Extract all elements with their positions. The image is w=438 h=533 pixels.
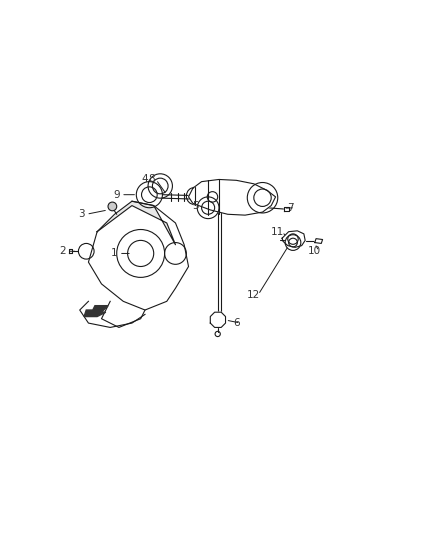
Text: 3: 3 (78, 209, 85, 219)
Polygon shape (210, 312, 226, 327)
Polygon shape (69, 249, 72, 254)
Text: 4: 4 (142, 174, 148, 184)
Polygon shape (84, 305, 108, 317)
Polygon shape (88, 201, 188, 310)
Text: 5: 5 (192, 200, 198, 211)
Polygon shape (315, 239, 322, 244)
Text: 10: 10 (308, 246, 321, 256)
Text: 12: 12 (247, 290, 261, 300)
Polygon shape (188, 180, 276, 215)
Text: 7: 7 (287, 203, 294, 213)
Text: 11: 11 (271, 227, 284, 237)
Circle shape (108, 202, 117, 211)
Text: 9: 9 (113, 190, 120, 200)
Text: 1: 1 (111, 248, 118, 259)
Text: 2: 2 (59, 246, 66, 256)
Polygon shape (97, 201, 176, 245)
Polygon shape (284, 207, 289, 211)
Polygon shape (282, 231, 305, 247)
Text: 8: 8 (148, 174, 155, 184)
Text: 6: 6 (233, 318, 240, 328)
Polygon shape (102, 301, 145, 327)
